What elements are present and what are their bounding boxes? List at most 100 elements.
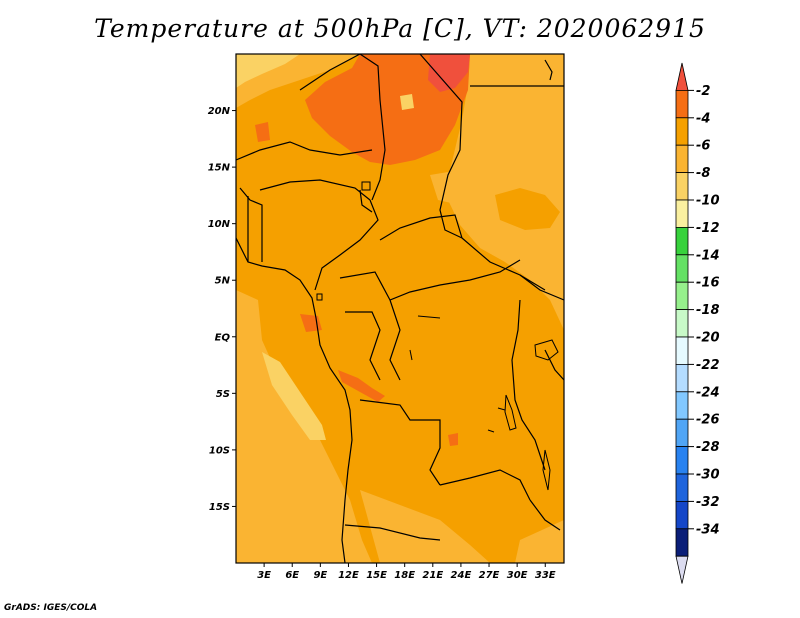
- field-warmest-north: [428, 54, 470, 92]
- field-warm-spot-central: [448, 433, 458, 446]
- field-cooler-northwest: [236, 54, 300, 88]
- field-cool-sahel-east: [430, 170, 470, 205]
- colorbar-swatch: [675, 199, 689, 228]
- colorbar-swatch: [675, 391, 689, 420]
- river-feature-2: [409, 349, 413, 361]
- lon-tick-label: 33E: [535, 570, 556, 581]
- colorbar-label: -30: [696, 468, 720, 483]
- border-car-north: [379, 214, 463, 241]
- credit-text: GrADS: IGES/COLA: [4, 603, 98, 613]
- border-drc-west: [389, 299, 401, 381]
- colorbar-label: -2: [696, 84, 710, 99]
- colorbar-label: -4: [696, 111, 710, 126]
- border-zambia: [439, 469, 531, 501]
- colorbar-swatch: [675, 144, 689, 173]
- lat-tick-label: 10S: [209, 445, 230, 456]
- colorbar-swatch: [675, 281, 689, 311]
- map-frame: [235, 53, 565, 564]
- lon-tick-label: 12E: [338, 570, 359, 581]
- border-libya-niger: [359, 54, 386, 201]
- colorbar-swatch: [675, 309, 689, 338]
- lake-albert: [497, 407, 506, 411]
- field-cooler-ocean-tongue: [262, 352, 326, 440]
- field-cooler-spot-north: [400, 94, 414, 110]
- lon-tick-label: 15E: [366, 570, 387, 581]
- colorbar-label: -22: [696, 358, 720, 373]
- lon-tick-label: 21E: [422, 570, 443, 581]
- colorbar-label: -10: [696, 194, 720, 209]
- lon-tick-label: 18E: [394, 570, 415, 581]
- colorbar-label: -6: [696, 139, 710, 154]
- river-feature-1: [417, 315, 441, 319]
- field-warm-north: [305, 54, 470, 165]
- field-cool-south-interior: [360, 490, 490, 563]
- border-mali-niger: [236, 141, 373, 161]
- longitude-axis: 3E 6E 9E 12E 15E 18E 21E 24E 27E 30E 33E: [257, 563, 556, 581]
- border-lakes-east: [511, 299, 546, 471]
- border-algeria: [299, 54, 361, 91]
- border-ethiopia: [519, 274, 564, 301]
- colorbar-label: -28: [696, 440, 720, 455]
- field-warm-coastal: [338, 370, 385, 402]
- lat-tick-label: 5S: [216, 389, 230, 400]
- colorbar-label: -34: [696, 522, 720, 537]
- lake-chad: [361, 181, 371, 191]
- colorbar: -2 -4 -6 -8 -10 -12 -14 -16 -18 -20 -22 -24 -26 -28 -3…: [675, 62, 720, 584]
- colorbar-label: -8: [696, 166, 710, 181]
- border-congo-west: [345, 311, 381, 381]
- colorbar-bottom-arrow: [675, 555, 689, 584]
- lon-tick-label: 30E: [507, 570, 528, 581]
- border-coastline-west: [236, 237, 353, 563]
- lat-tick-label: 5N: [215, 276, 231, 287]
- lat-tick-label: 20N: [208, 106, 231, 117]
- chart-title: Temperature at 500hPa [C], VT: 202006291…: [94, 14, 706, 43]
- island-bioko: [316, 293, 323, 301]
- lon-tick-label: 6E: [285, 570, 299, 581]
- colorbar-swatch: [675, 473, 689, 502]
- lon-tick-label: 9E: [313, 570, 327, 581]
- colorbar-swatch: [675, 446, 689, 475]
- latitude-axis: 20N 15N 10N 5N EQ 5S 10S 15S: [208, 106, 236, 513]
- lake-victoria: [534, 339, 559, 361]
- country-borders: [236, 54, 564, 563]
- lon-tick-label: 24E: [451, 570, 472, 581]
- border-chad-cameroon: [359, 189, 373, 213]
- colorbar-swatch: [675, 500, 689, 530]
- lat-tick-label: 15S: [209, 502, 230, 513]
- colorbar-label: -20: [696, 331, 720, 346]
- border-car-south: [339, 259, 521, 301]
- colorbar-top-arrow: [675, 62, 689, 91]
- lakes: [316, 181, 559, 491]
- colorbar-swatch: [675, 418, 689, 448]
- colorbar-label: -12: [696, 221, 720, 236]
- lat-tick-label: EQ: [215, 332, 231, 343]
- border-guinea-west: [239, 187, 263, 262]
- border-south-sudan: [461, 237, 546, 291]
- lake-malawi: [542, 449, 551, 491]
- lake-tanganyika: [504, 394, 517, 431]
- colorbar-swatch: [675, 363, 689, 393]
- lon-tick-label: 3E: [257, 570, 271, 581]
- temperature-field: [236, 54, 564, 563]
- border-angola-south: [344, 524, 441, 541]
- colorbar-label: -16: [696, 276, 720, 291]
- colorbar-label: -18: [696, 303, 720, 318]
- border-nigeria-cameroon: [314, 199, 379, 291]
- border-mozambique: [529, 499, 561, 531]
- colorbar-swatch: [675, 117, 689, 146]
- border-nile-east: [544, 59, 553, 81]
- field-warm-east-patch: [495, 188, 560, 230]
- field-cool-southeast: [515, 520, 564, 563]
- colorbar-swatch: [675, 528, 689, 557]
- lake-mweru: [487, 429, 495, 433]
- field-warm-spot-west: [255, 122, 270, 142]
- colorbar-swatch: [675, 90, 689, 119]
- colorbar-label: -32: [696, 495, 720, 510]
- lat-tick-label: 10N: [208, 219, 231, 230]
- colorbar-swatch: [675, 226, 689, 256]
- border-angola-north: [359, 399, 441, 486]
- colorbar-label: -26: [696, 413, 720, 428]
- colorbar-swatch: [675, 336, 689, 365]
- border-tanzania: [544, 349, 564, 381]
